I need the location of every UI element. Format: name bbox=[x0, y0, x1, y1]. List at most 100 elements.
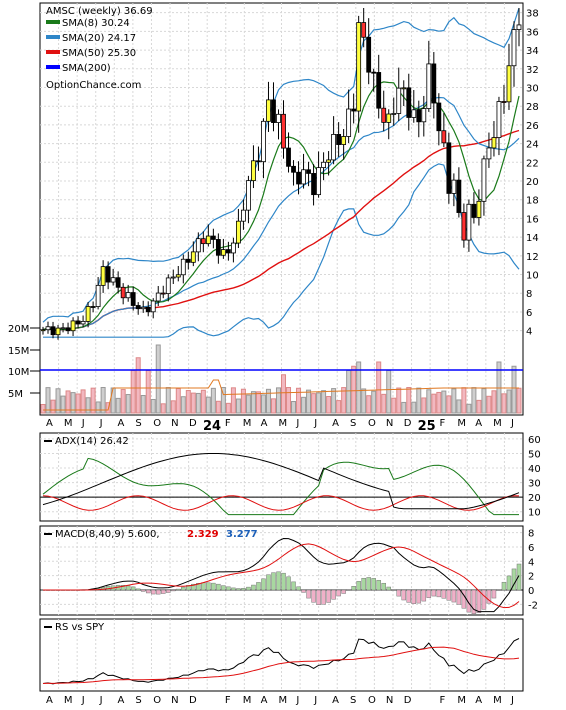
macd-histogram-bar bbox=[150, 589, 156, 595]
price-tick-label: 18 bbox=[526, 196, 539, 207]
macd-histogram-bar bbox=[296, 586, 301, 591]
x-tick-label-bottom: J bbox=[99, 695, 103, 706]
adx-label: ADX(14) 26.42 bbox=[55, 436, 129, 447]
axis-labels: 468101214161820222426283032343638AAMMJJJ… bbox=[8, 9, 539, 706]
candle-body bbox=[220, 249, 226, 256]
macd-histogram-bar bbox=[396, 589, 401, 597]
macd-histogram-bar bbox=[321, 589, 326, 605]
macd-histogram-bar bbox=[501, 581, 507, 591]
x-tick-label: A bbox=[46, 418, 53, 429]
macd-histogram-bar bbox=[361, 577, 366, 591]
macd-histogram-bar bbox=[196, 582, 201, 591]
adx-tick-label: 30 bbox=[528, 479, 541, 490]
volume-bar bbox=[426, 389, 432, 414]
volume-bar bbox=[511, 365, 517, 414]
x-tick-label-bottom: M bbox=[243, 695, 252, 706]
candle-body bbox=[135, 305, 141, 310]
volume-bar bbox=[311, 393, 317, 414]
candle-body bbox=[276, 113, 281, 123]
adx-tick-label: 20 bbox=[528, 493, 541, 504]
candle-body bbox=[486, 147, 492, 160]
macd-tick-label: 6 bbox=[528, 543, 534, 554]
macd-histogram-bar bbox=[135, 588, 141, 591]
macd-histogram-bar bbox=[206, 582, 211, 591]
candle-body bbox=[150, 300, 156, 313]
volume-bars bbox=[40, 344, 523, 414]
macd-histogram-bar bbox=[476, 589, 482, 613]
macd-histogram-bar bbox=[381, 582, 386, 591]
legend-swatch-sma20 bbox=[46, 35, 60, 39]
macd-histogram-bar bbox=[271, 572, 276, 591]
volume-bar bbox=[371, 390, 377, 414]
candle-body bbox=[115, 277, 121, 288]
macd-histogram-bar bbox=[236, 588, 241, 591]
x-tick-label-bottom: J bbox=[295, 695, 299, 706]
volume-bar bbox=[376, 361, 382, 414]
candle-body bbox=[215, 239, 221, 256]
price-tick-label: 34 bbox=[526, 46, 539, 57]
candle-body bbox=[411, 109, 417, 118]
macd-histogram-bar bbox=[301, 589, 306, 593]
price-tick-label: 36 bbox=[526, 27, 539, 38]
candle-body bbox=[210, 235, 216, 240]
candle-body bbox=[266, 99, 271, 122]
candle-body bbox=[75, 320, 81, 325]
candle-body bbox=[251, 160, 256, 182]
sma20-line bbox=[42, 96, 520, 332]
volume-bar bbox=[90, 387, 96, 414]
macd-line bbox=[43, 537, 520, 613]
rs-average-line bbox=[42, 646, 520, 684]
candle-body bbox=[225, 249, 231, 254]
candle-body bbox=[356, 22, 362, 112]
adx-label-swatch bbox=[44, 440, 52, 442]
volume-bar bbox=[351, 365, 357, 414]
macd-histogram-bar bbox=[191, 583, 196, 591]
volume-tick-label: 20M bbox=[8, 324, 29, 335]
volume-bar bbox=[125, 394, 131, 414]
macd-histogram-bar bbox=[311, 589, 316, 603]
legend-swatch-sma50 bbox=[46, 50, 60, 54]
macd-histogram-bar bbox=[491, 589, 497, 599]
bollinger-upper-line bbox=[42, 7, 520, 323]
macd-histogram-bar bbox=[341, 589, 346, 594]
macd-histogram-bar bbox=[386, 586, 391, 591]
candle-body bbox=[60, 327, 66, 330]
x-tick-label: S bbox=[350, 418, 356, 429]
x-tick-label-bottom: F bbox=[225, 695, 231, 706]
volume-bar bbox=[356, 361, 362, 414]
price-tick-label: 22 bbox=[526, 158, 539, 169]
volume-bar bbox=[200, 389, 206, 414]
volume-bar bbox=[321, 390, 327, 414]
price-tick-label: 10 bbox=[526, 271, 539, 282]
volume-bar bbox=[301, 396, 307, 414]
x-tick-label-bottom: J bbox=[81, 695, 85, 706]
candle-body bbox=[366, 36, 372, 73]
candle-body bbox=[421, 108, 427, 123]
candle-body bbox=[406, 87, 412, 118]
candle-body bbox=[471, 203, 477, 218]
volume-bar bbox=[230, 387, 236, 414]
adx-tick-label: 60 bbox=[528, 435, 541, 446]
candle-body bbox=[461, 212, 467, 241]
candle-body bbox=[301, 169, 306, 185]
candle-body bbox=[261, 120, 266, 163]
candle-body bbox=[316, 167, 321, 196]
macd-signal-line bbox=[43, 543, 520, 609]
macd-histogram-bar bbox=[211, 582, 216, 591]
volume-bar bbox=[215, 400, 221, 414]
macd-histogram-bar bbox=[266, 574, 271, 591]
volume-bar bbox=[135, 357, 141, 414]
macd-histogram-bar bbox=[431, 589, 437, 597]
macd-histogram-bar bbox=[291, 581, 296, 591]
candle-body bbox=[271, 99, 276, 123]
price-tick-label: 12 bbox=[526, 252, 539, 263]
x-tick-label: J bbox=[313, 418, 317, 429]
candle-body bbox=[281, 113, 286, 149]
volume-bar bbox=[80, 389, 86, 414]
x-tick-label-bottom: M bbox=[457, 695, 466, 706]
candle-body bbox=[230, 242, 236, 254]
x-tick-label-bottom: A bbox=[46, 695, 53, 706]
macd-histogram-bar bbox=[466, 589, 472, 613]
macd-histogram-bar bbox=[306, 589, 311, 599]
